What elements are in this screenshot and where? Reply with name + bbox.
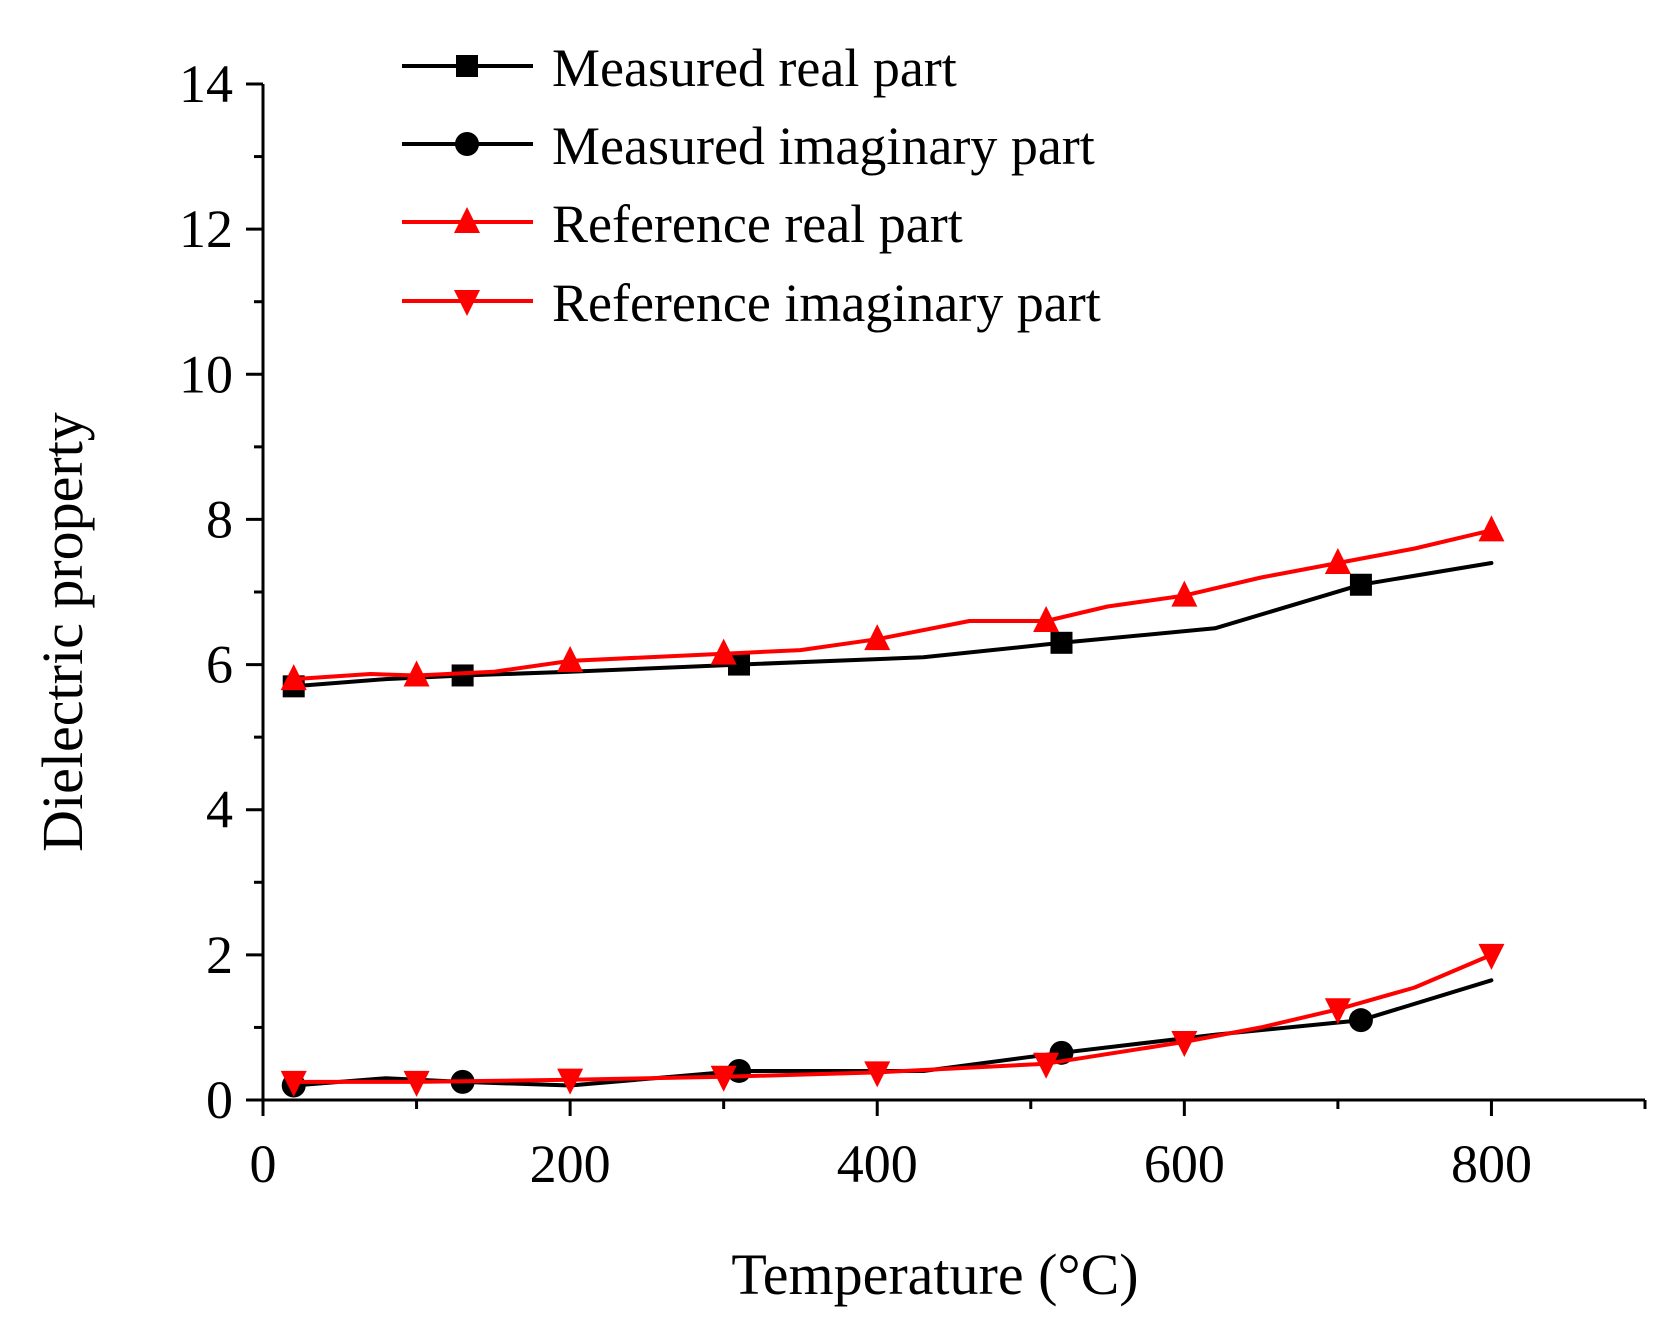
y-tick-label: 12 — [179, 199, 233, 259]
axes: 0 200 400 600 800 0 2 4 6 8 10 12 14 — [179, 54, 1647, 1194]
y-tick-label: 14 — [179, 54, 233, 114]
data-point — [280, 1070, 307, 1097]
data-point — [1348, 1008, 1373, 1033]
y-tick-label: 10 — [179, 344, 233, 404]
data-point — [710, 1065, 737, 1092]
y-tick-label: 8 — [206, 489, 233, 549]
legend-label: Measured real part — [552, 38, 957, 98]
y-tick-label: 0 — [206, 1070, 233, 1130]
series-layer — [280, 515, 1505, 1098]
x-tick-label: 800 — [1451, 1134, 1532, 1194]
legend-entry: Measured imaginary part — [402, 116, 1095, 176]
data-point — [1324, 547, 1351, 574]
data-point — [1033, 1052, 1060, 1079]
y-ticks: 0 2 4 6 8 10 12 14 — [179, 54, 263, 1130]
x-tick-label: 600 — [1144, 1134, 1225, 1194]
data-point — [864, 624, 891, 651]
data-point — [1171, 1030, 1198, 1057]
x-tick-label: 200 — [530, 1134, 611, 1194]
legend-label: Measured imaginary part — [552, 116, 1095, 176]
data-point — [1033, 606, 1060, 633]
legend-entry: Reference real part — [402, 194, 963, 254]
series-triangle-up — [280, 515, 1505, 691]
data-point — [1050, 631, 1073, 654]
data-point — [710, 638, 737, 665]
series-square — [282, 561, 1494, 698]
legend-marker — [454, 207, 480, 233]
data-point — [1349, 573, 1372, 596]
legend-entry: Reference imaginary part — [402, 273, 1101, 333]
x-ticks: 0 200 400 600 800 — [250, 1100, 1647, 1194]
data-point — [557, 645, 584, 672]
legend-label: Reference real part — [552, 194, 963, 254]
legend-marker — [455, 132, 479, 156]
data-point — [557, 1068, 584, 1095]
data-point — [1324, 998, 1351, 1025]
x-axis-title: Temperature (°C) — [731, 1242, 1138, 1307]
legend-entry: Measured real part — [402, 38, 957, 98]
data-point — [403, 660, 430, 687]
y-axis-title: Dielectric property — [30, 412, 95, 852]
data-point — [1478, 515, 1505, 542]
series-triangle-down — [280, 943, 1505, 1097]
data-point — [451, 664, 474, 687]
data-point — [1171, 580, 1198, 607]
data-point — [864, 1061, 891, 1088]
data-point — [1478, 943, 1505, 970]
legend-marker — [454, 290, 480, 316]
series-line — [291, 528, 1494, 682]
y-tick-label: 2 — [206, 925, 233, 985]
y-tick-label: 4 — [206, 780, 233, 840]
series-line — [291, 952, 1494, 1084]
y-tick-label: 6 — [206, 635, 233, 695]
x-tick-label: 400 — [837, 1134, 918, 1194]
legend: Measured real part Measured imaginary par… — [402, 38, 1101, 333]
legend-label: Reference imaginary part — [552, 273, 1101, 333]
legend-marker — [456, 55, 478, 77]
data-point — [280, 664, 307, 691]
x-tick-label: 0 — [250, 1134, 277, 1194]
data-point — [403, 1070, 430, 1097]
